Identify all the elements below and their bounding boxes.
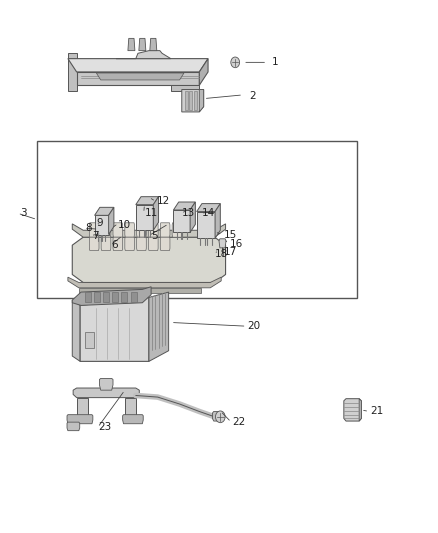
Text: 11: 11: [145, 208, 158, 218]
Polygon shape: [103, 292, 109, 302]
Polygon shape: [160, 223, 170, 237]
Polygon shape: [113, 237, 123, 251]
Polygon shape: [125, 223, 134, 237]
Text: 13: 13: [182, 208, 195, 218]
Text: 16: 16: [230, 239, 243, 248]
Polygon shape: [96, 73, 184, 80]
Text: 14: 14: [201, 208, 215, 218]
Polygon shape: [136, 205, 153, 230]
Polygon shape: [199, 59, 208, 85]
Polygon shape: [112, 292, 118, 302]
Bar: [37, 141, 357, 298]
Polygon shape: [128, 38, 135, 51]
Polygon shape: [182, 90, 204, 112]
Polygon shape: [72, 287, 151, 305]
Polygon shape: [73, 388, 139, 398]
Polygon shape: [153, 197, 159, 230]
Polygon shape: [137, 237, 146, 251]
Polygon shape: [139, 38, 146, 51]
Polygon shape: [77, 398, 88, 417]
Polygon shape: [171, 85, 199, 91]
Polygon shape: [79, 288, 201, 293]
Text: 22: 22: [232, 417, 245, 427]
Polygon shape: [121, 292, 127, 302]
Polygon shape: [72, 224, 226, 237]
Polygon shape: [189, 91, 192, 110]
Text: 18: 18: [215, 249, 228, 259]
Circle shape: [215, 411, 225, 423]
Polygon shape: [131, 292, 137, 302]
Polygon shape: [95, 215, 109, 235]
Polygon shape: [99, 378, 113, 390]
Text: 8: 8: [85, 223, 92, 233]
Polygon shape: [101, 237, 111, 251]
Polygon shape: [125, 398, 136, 417]
Polygon shape: [109, 207, 114, 235]
Polygon shape: [148, 223, 158, 237]
Polygon shape: [89, 237, 99, 251]
Text: 3: 3: [20, 208, 26, 218]
Polygon shape: [67, 415, 93, 424]
Polygon shape: [197, 204, 220, 212]
Polygon shape: [215, 204, 220, 238]
Polygon shape: [101, 223, 111, 237]
Polygon shape: [116, 51, 171, 59]
Polygon shape: [85, 292, 91, 302]
Polygon shape: [68, 277, 221, 288]
Polygon shape: [197, 212, 215, 238]
Polygon shape: [68, 59, 208, 72]
Polygon shape: [190, 202, 195, 232]
Polygon shape: [77, 72, 199, 85]
Polygon shape: [219, 239, 226, 248]
Polygon shape: [68, 53, 77, 91]
Text: 21: 21: [370, 407, 383, 416]
Polygon shape: [137, 223, 146, 237]
Text: 20: 20: [247, 321, 261, 331]
Polygon shape: [72, 300, 80, 361]
Text: 17: 17: [223, 247, 237, 257]
Polygon shape: [212, 411, 223, 421]
Text: 23: 23: [99, 423, 112, 432]
Text: 1: 1: [272, 58, 278, 67]
Polygon shape: [149, 292, 169, 361]
Text: 7: 7: [92, 231, 99, 240]
Polygon shape: [125, 237, 134, 251]
Polygon shape: [94, 292, 100, 302]
Polygon shape: [67, 422, 80, 431]
Polygon shape: [89, 223, 99, 237]
Text: 12: 12: [157, 197, 170, 206]
Polygon shape: [359, 399, 361, 421]
Text: 15: 15: [223, 230, 237, 239]
Polygon shape: [113, 223, 123, 237]
Polygon shape: [123, 415, 143, 424]
Polygon shape: [135, 292, 145, 294]
Polygon shape: [148, 237, 158, 251]
Circle shape: [231, 57, 240, 68]
Text: 5: 5: [151, 231, 158, 240]
Polygon shape: [72, 237, 226, 282]
Polygon shape: [95, 207, 114, 215]
Text: 2: 2: [250, 91, 256, 101]
Polygon shape: [194, 91, 197, 110]
Polygon shape: [136, 197, 159, 205]
Text: 6: 6: [112, 240, 118, 250]
Polygon shape: [150, 38, 157, 51]
Polygon shape: [173, 210, 190, 232]
Polygon shape: [185, 91, 188, 110]
Polygon shape: [344, 399, 361, 421]
Text: 9: 9: [96, 218, 103, 228]
Polygon shape: [172, 223, 182, 237]
Polygon shape: [199, 90, 204, 112]
Polygon shape: [85, 332, 94, 348]
Polygon shape: [80, 297, 149, 361]
Text: 10: 10: [117, 220, 131, 230]
Polygon shape: [160, 237, 170, 251]
Polygon shape: [173, 202, 195, 210]
